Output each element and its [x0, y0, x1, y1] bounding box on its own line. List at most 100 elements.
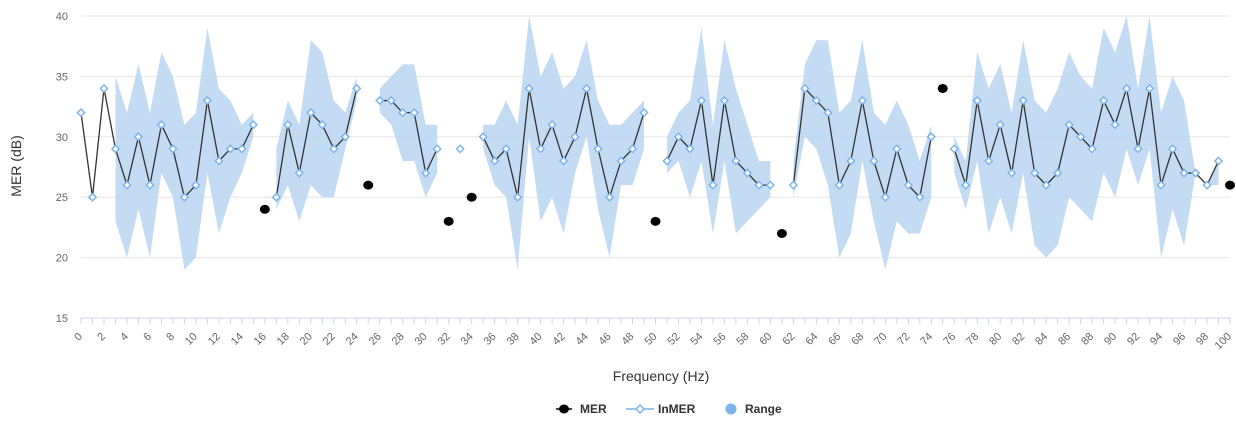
inmer-point-29[interactable] [409, 107, 419, 118]
inmer-point-97[interactable] [1190, 168, 1201, 178]
inmer-point-82[interactable] [1018, 95, 1028, 106]
mer-point-100[interactable] [1225, 180, 1235, 190]
inmer-point-40[interactable] [535, 144, 546, 154]
inmer-point-42[interactable] [558, 156, 569, 166]
inmer-point-96[interactable] [1179, 168, 1189, 178]
inmer-point-67[interactable] [846, 156, 856, 166]
inmer-point-21[interactable] [317, 120, 327, 130]
inmer-point-69[interactable] [869, 156, 879, 166]
inmer-point-12[interactable] [214, 156, 224, 166]
inmer-point-84[interactable] [1041, 180, 1051, 190]
inmer-point-31[interactable] [432, 144, 442, 154]
inmer-point-62[interactable] [788, 180, 799, 190]
inmer-point-46[interactable] [604, 192, 615, 202]
inmer-point-74[interactable] [926, 132, 936, 142]
inmer-point-43[interactable] [570, 132, 580, 142]
mer-point-32[interactable] [443, 216, 454, 226]
inmer-point-7[interactable] [156, 120, 167, 130]
inmer-point-38[interactable] [512, 192, 523, 202]
inmer-point-86[interactable] [1064, 120, 1074, 130]
inmer-point-1[interactable] [87, 192, 98, 202]
inmer-point-56[interactable] [719, 95, 730, 106]
inmer-point-52[interactable] [673, 132, 684, 142]
mer-point-16[interactable] [259, 204, 270, 214]
legend-item-mer[interactable]: MER [556, 402, 607, 416]
inmer-point-39[interactable] [524, 83, 534, 94]
inmer-point-28[interactable] [398, 107, 408, 118]
inmer-point-99[interactable] [1213, 156, 1224, 166]
inmer-point-95[interactable] [1167, 144, 1178, 154]
inmer-point-65[interactable] [823, 107, 833, 118]
inmer-point-63[interactable] [800, 83, 810, 94]
inmer-point-2[interactable] [99, 83, 109, 94]
inmer-point-83[interactable] [1030, 168, 1040, 178]
inmer-point-88[interactable] [1087, 144, 1097, 154]
inmer-point-85[interactable] [1052, 168, 1063, 178]
legend-item-range[interactable]: Range [725, 402, 783, 416]
inmer-point-60[interactable] [765, 180, 776, 190]
inmer-point-68[interactable] [857, 95, 867, 106]
inmer-point-55[interactable] [708, 180, 718, 190]
inmer-point-8[interactable] [168, 144, 178, 154]
inmer-point-89[interactable] [1098, 95, 1109, 106]
inmer-point-47[interactable] [616, 156, 626, 166]
inmer-point-0[interactable] [76, 107, 86, 118]
inmer-point-77[interactable] [961, 180, 971, 190]
mer-point-25[interactable] [363, 180, 374, 190]
inmer-point-92[interactable] [1133, 144, 1143, 154]
mer-point-75[interactable] [937, 83, 948, 93]
inmer-point-4[interactable] [122, 180, 132, 190]
inmer-point-44[interactable] [581, 83, 592, 94]
inmer-point-91[interactable] [1121, 83, 1132, 94]
inmer-point-26[interactable] [375, 95, 385, 106]
inmer-point-17[interactable] [271, 192, 281, 202]
inmer-point-76[interactable] [949, 144, 959, 154]
inmer-point-11[interactable] [202, 95, 213, 106]
inmer-point-23[interactable] [340, 132, 350, 142]
inmer-point-27[interactable] [386, 95, 396, 106]
inmer-point-3[interactable] [110, 144, 121, 154]
inmer-point-10[interactable] [191, 180, 201, 190]
inmer-point-51[interactable] [662, 156, 672, 166]
inmer-point-49[interactable] [639, 107, 649, 118]
inmer-point-36[interactable] [489, 156, 500, 166]
inmer-point-33[interactable] [455, 144, 465, 154]
inmer-point-9[interactable] [179, 192, 190, 202]
inmer-point-93[interactable] [1144, 83, 1155, 94]
mer-point-50[interactable] [650, 216, 661, 226]
inmer-point-87[interactable] [1075, 132, 1086, 142]
inmer-point-22[interactable] [329, 144, 339, 154]
inmer-point-94[interactable] [1156, 180, 1166, 190]
inmer-point-80[interactable] [995, 120, 1005, 130]
legend-item-inmer[interactable]: InMER [626, 402, 696, 416]
inmer-point-18[interactable] [283, 120, 293, 130]
inmer-point-90[interactable] [1110, 120, 1120, 130]
mer-point-34[interactable] [466, 192, 477, 202]
inmer-point-72[interactable] [903, 180, 913, 190]
inmer-point-20[interactable] [306, 107, 316, 118]
inmer-point-37[interactable] [501, 144, 511, 154]
mer-point-61[interactable] [776, 228, 787, 238]
inmer-point-6[interactable] [145, 180, 155, 190]
inmer-point-98[interactable] [1202, 180, 1212, 190]
inmer-point-78[interactable] [972, 95, 982, 106]
inmer-point-15[interactable] [248, 120, 259, 130]
inmer-point-64[interactable] [811, 95, 822, 106]
inmer-point-13[interactable] [225, 144, 236, 154]
inmer-point-58[interactable] [742, 168, 753, 178]
inmer-point-19[interactable] [294, 168, 304, 178]
inmer-point-57[interactable] [731, 156, 741, 166]
inmer-point-71[interactable] [892, 144, 902, 154]
inmer-point-41[interactable] [547, 120, 557, 130]
inmer-point-79[interactable] [984, 156, 994, 166]
inmer-point-30[interactable] [421, 168, 431, 178]
inmer-point-66[interactable] [834, 180, 845, 190]
inmer-point-81[interactable] [1007, 168, 1017, 178]
inmer-point-73[interactable] [915, 192, 925, 202]
inmer-point-53[interactable] [685, 144, 695, 154]
inmer-point-45[interactable] [593, 144, 603, 154]
inmer-point-54[interactable] [696, 95, 707, 106]
inmer-point-59[interactable] [754, 180, 764, 190]
inmer-point-48[interactable] [627, 144, 638, 154]
inmer-point-14[interactable] [237, 144, 247, 154]
